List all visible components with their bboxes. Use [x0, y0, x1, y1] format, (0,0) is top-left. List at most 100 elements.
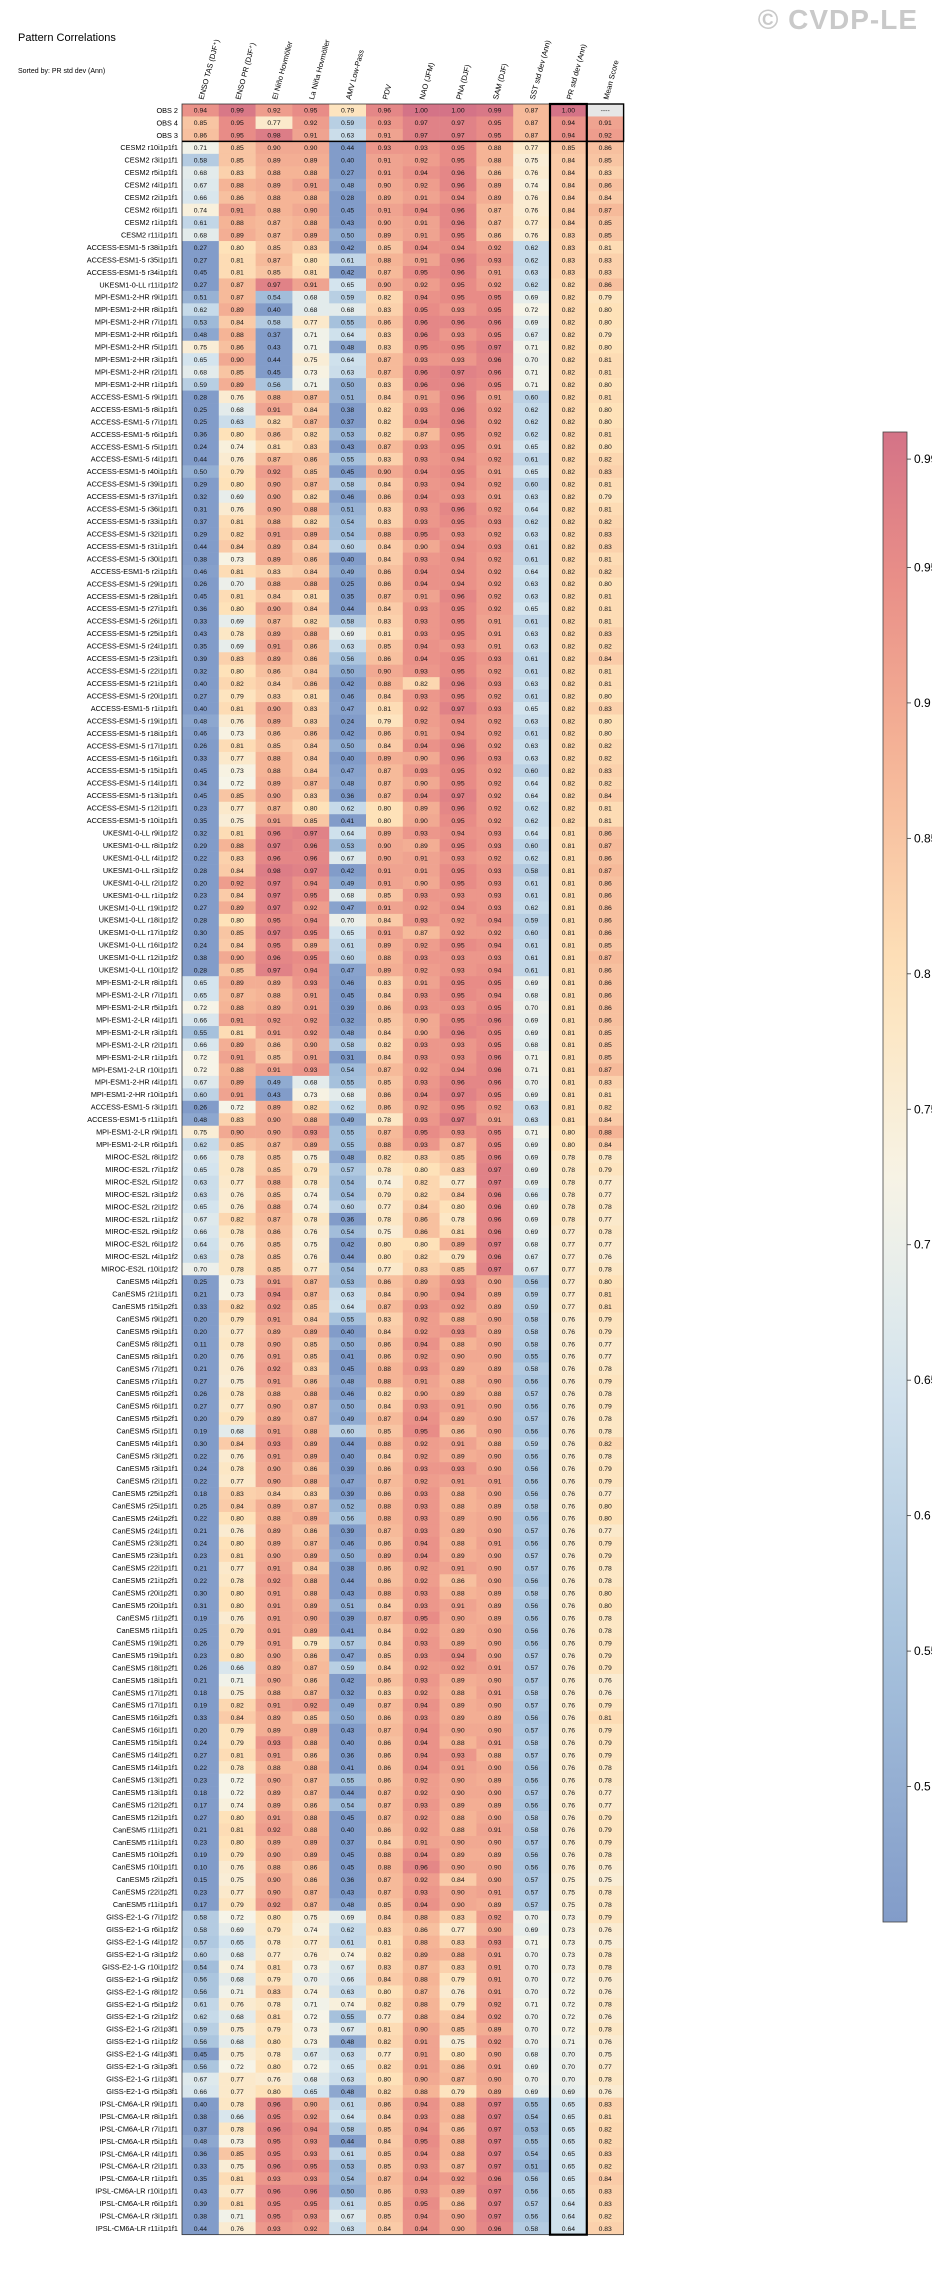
column-header-sst-std-dev-ann: SST std dev (Ann) — [528, 39, 553, 101]
cell-value-label: 0.80 — [231, 606, 244, 613]
cell-value-label: 0.82 — [599, 2213, 612, 2220]
heatmap-cell — [476, 228, 514, 242]
heatmap-cell — [329, 440, 367, 454]
cell-value-label: 0.75 — [231, 1690, 244, 1697]
cell-value-label: 0.81 — [231, 519, 244, 526]
heatmap-cell — [182, 427, 220, 441]
cell-value-label: 0.89 — [488, 1503, 501, 1510]
cell-value-label: 0.33 — [194, 1304, 207, 1311]
cell-value-label: 0.76 — [562, 1466, 575, 1473]
cell-value-label: 0.58 — [525, 1827, 538, 1834]
cell-value-label: 0.63 — [341, 644, 354, 651]
cell-value-label: 0.86 — [304, 1653, 317, 1660]
cell-value-label: 0.90 — [488, 1453, 501, 1460]
cell-value-label: 0.84 — [304, 1566, 317, 1573]
cell-value-label: 0.83 — [562, 232, 575, 239]
cell-value-label: 0.56 — [525, 1628, 538, 1635]
cell-value-label: 0.76 — [562, 1690, 575, 1697]
cell-value-label: 0.65 — [562, 2164, 575, 2171]
cell-value-label: 0.88 — [267, 768, 280, 775]
cell-value-label: 0.97 — [267, 967, 280, 974]
cell-value-label: 0.93 — [304, 2176, 317, 2183]
cell-value-label: 0.78 — [304, 1217, 317, 1224]
cell-value-label: 0.81 — [231, 743, 244, 750]
cell-value-label: 0.81 — [562, 955, 575, 962]
row-label: IPSL-CM6A-LR r8i1p1f1 — [99, 2112, 178, 2121]
heatmap-cell — [329, 589, 367, 603]
cell-value-label: 0.93 — [415, 668, 428, 675]
cell-value-label: 0.77 — [267, 1952, 280, 1959]
cell-value-label: 0.70 — [525, 357, 538, 364]
heatmap-cell — [218, 465, 256, 479]
heatmap-cell — [329, 153, 367, 167]
row-label: CESM2 r6i1p1f1 — [124, 206, 178, 215]
row-label: CanESM5 r6i1p2f1 — [116, 1389, 178, 1398]
cell-value-label: 0.87 — [488, 207, 501, 214]
heatmap-cell — [439, 166, 477, 180]
cell-value-label: 0.65 — [525, 444, 538, 451]
cell-value-label: 0.81 — [562, 992, 575, 999]
cell-value-label: 0.68 — [525, 2051, 538, 2058]
heatmap-cell — [439, 228, 477, 242]
heatmap-cell — [586, 353, 624, 366]
heatmap-cell — [402, 589, 440, 603]
cell-value-label: 0.96 — [267, 2189, 280, 2196]
cell-value-label: 0.57 — [525, 1678, 538, 1685]
heatmap-cell — [476, 664, 514, 678]
heatmap-cell — [255, 191, 293, 204]
heatmap-cell — [255, 390, 293, 404]
heatmap-cell — [513, 864, 551, 877]
cell-value-label: 0.95 — [451, 781, 464, 788]
cell-value-label: 0.91 — [451, 1404, 464, 1411]
cell-value-label: 0.89 — [267, 1665, 280, 1672]
heatmap-cell — [550, 589, 588, 603]
cell-value-label: 0.82 — [415, 1179, 428, 1186]
cell-value-label: 0.45 — [194, 2051, 207, 2058]
cell-value-label: 0.57 — [525, 1665, 538, 1672]
cell-value-label: 0.74 — [304, 1204, 317, 1211]
heatmap-cell — [402, 814, 440, 827]
cell-value-label: 0.56 — [525, 1603, 538, 1610]
cell-value-label: 0.96 — [451, 382, 464, 389]
cell-value-label: 0.89 — [488, 195, 501, 202]
cell-value-label: 0.21 — [194, 1827, 207, 1834]
heatmap-cell — [476, 826, 514, 840]
cell-value-label: 0.22 — [194, 855, 207, 862]
cell-value-label: 0.76 — [231, 1366, 244, 1373]
heatmap-cell — [513, 303, 551, 317]
cell-value-label: 0.76 — [562, 1503, 575, 1510]
heatmap-cell — [476, 427, 514, 441]
heatmap-cell — [439, 241, 477, 254]
cell-value-label: 0.87 — [378, 1703, 391, 1710]
cell-value-label: 0.65 — [562, 2114, 575, 2121]
cell-value-label: 0.93 — [415, 407, 428, 414]
cell-value-label: 0.87 — [304, 1790, 317, 1797]
heatmap-cell — [182, 141, 220, 155]
cell-value-label: 0.90 — [488, 1653, 501, 1660]
cell-value-label: 0.58 — [194, 158, 207, 165]
heatmap-cell — [366, 851, 404, 865]
cell-value-label: 0.92 — [488, 818, 501, 825]
cell-value-label: 0.95 — [415, 344, 428, 351]
cell-value-label: 0.84 — [599, 656, 612, 663]
row-label: UKESM1-0-LL r4i1p1f2 — [103, 853, 178, 862]
heatmap-cell — [182, 415, 220, 429]
row-label: IPSL-CM6A-LR r6i1p1f1 — [99, 2199, 178, 2208]
cell-value-label: 0.81 — [562, 918, 575, 925]
cell-value-label: 0.74 — [378, 1179, 391, 1186]
cell-value-label: 0.96 — [451, 1080, 464, 1087]
heatmap-cell — [218, 801, 256, 815]
cell-value-label: 0.96 — [451, 407, 464, 414]
heatmap-cell — [586, 390, 624, 404]
cell-value-label: 0.78 — [599, 1765, 612, 1772]
row-label: GISS-E2-1-G r5i1p1f2 — [106, 2000, 178, 2009]
cell-value-label: 0.76 — [231, 718, 244, 725]
heatmap-cell — [255, 814, 293, 827]
cell-value-label: 0.86 — [378, 1491, 391, 1498]
cell-value-label: 0.96 — [488, 1229, 501, 1236]
cell-value-label: 0.87 — [378, 369, 391, 376]
heatmap-cell — [329, 465, 367, 479]
cell-value-label: 0.91 — [267, 1752, 280, 1759]
cell-value-label: 0.91 — [304, 282, 317, 289]
cell-value-label: 0.68 — [194, 232, 207, 239]
